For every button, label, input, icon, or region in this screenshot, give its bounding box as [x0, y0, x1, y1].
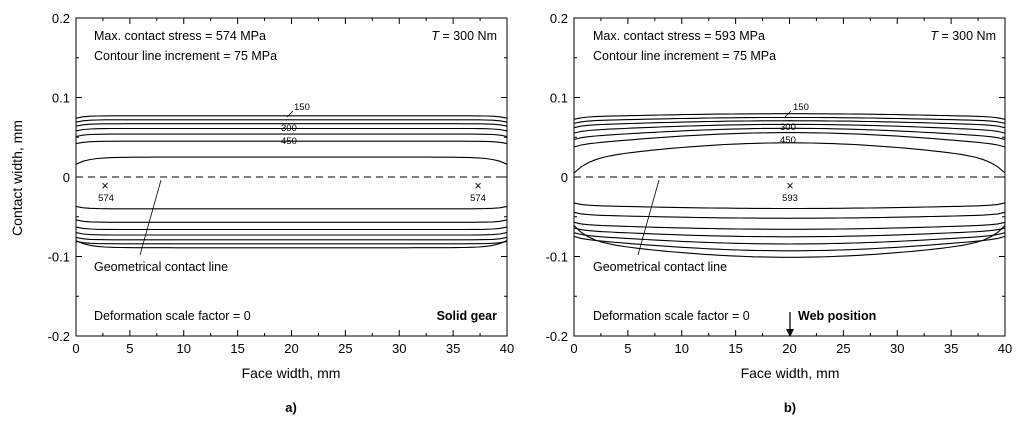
panel-b-web-position: Web position [798, 309, 876, 323]
panel-b-geometry-label: Geometrical contact line [593, 260, 727, 274]
panel-a-contour-lower [75, 240, 508, 249]
panel-a-chart: Contact width, mm 0 5 10 15 20 25 30 35 40 0.2 0.1… [9, 11, 514, 415]
panel-b-contour-lower [573, 211, 1006, 219]
panel-a-leader-150 [286, 110, 294, 118]
panel-a-contour-label-300: 300 [281, 123, 297, 134]
panel-a-max-marker-right-x: × [474, 179, 481, 193]
panel-a-contour-upper [75, 115, 508, 119]
panel-b-contour-lower [573, 225, 1006, 258]
panel-b-contour-lower [573, 235, 1006, 252]
panel-b-y-tick-label: -0.1 [546, 250, 568, 265]
panel-b-max-stress: Max. contact stress = 593 MPa [593, 29, 765, 43]
panel-b-web-arrow [786, 312, 794, 337]
panel-a-contour-upper [75, 127, 508, 132]
panel-b-x-tick-label: 35 [944, 341, 958, 356]
panel-b-contour-lower [573, 221, 1006, 230]
panel-b-x-tick-label: 30 [890, 341, 904, 356]
panel-a-x-tick-label: 40 [500, 341, 514, 356]
panel-b-x-tick-label: 10 [675, 341, 689, 356]
panel-a-x-tick-label: 10 [177, 341, 191, 356]
panel-b-y-tick-label: -0.2 [546, 329, 568, 344]
panel-b-x-tick-label: 20 [782, 341, 796, 356]
panel-a-x-tick-label: 15 [230, 341, 244, 356]
panel-b-x-tick-label: 5 [624, 341, 631, 356]
panel-a-max-marker-right: × 574 [470, 179, 486, 204]
panel-b-contour-lower [573, 232, 1006, 245]
panel-a-x-axis-title: Face width, mm [242, 365, 341, 381]
panel-b-contour-upper [573, 142, 1006, 174]
panel-a-y-tick-label: -0.1 [48, 250, 70, 265]
panel-a-x-tick-label: 5 [126, 341, 133, 356]
panel-a-label: a) [285, 400, 297, 415]
panel-a-y-tick-label: -0.2 [48, 329, 70, 344]
panel-a-y-tick-label: 0.2 [52, 11, 70, 26]
panel-b-y-tick-label: 0 [561, 170, 568, 185]
panel-b-geometry-leader [637, 179, 660, 256]
panel-a-torque: T = 300 Nm [431, 29, 497, 43]
panel-b-leader-150 [784, 110, 792, 118]
panel-b-x-axis-title: Face width, mm [741, 365, 840, 381]
panel-a-contour-label-150: 150 [294, 102, 310, 113]
panel-a-y-tick-label: 0.1 [52, 91, 70, 106]
panel-b-contour-label-450: 450 [780, 135, 796, 146]
panel-a-y-tick-label: 0 [63, 170, 70, 185]
panel-a-contours [75, 115, 508, 249]
panel-b-x-tick-label: 25 [836, 341, 850, 356]
panel-b-x-tick-label: 40 [998, 341, 1012, 356]
panel-a-increment: Contour line increment = 75 MPa [94, 49, 277, 63]
panel-a-contour-lower [75, 232, 508, 236]
panel-b-contour-upper [573, 113, 1006, 120]
panel-a-contour-lower [75, 219, 508, 223]
panel-b-deformation: Deformation scale factor = 0 [593, 309, 750, 323]
panel-b-label: b) [784, 400, 796, 415]
panel-b-contour-upper [573, 120, 1006, 129]
y-axis-title: Contact width, mm [9, 120, 25, 236]
panel-b-torque: T = 300 Nm [930, 29, 996, 43]
panel-a-max-marker-left: × 574 [98, 179, 114, 204]
panel-b-contour-label-300: 300 [780, 122, 796, 133]
panel-a-geometry-label: Geometrical contact line [94, 260, 228, 274]
panel-a-max-label-right: 574 [470, 193, 486, 204]
panel-b-y-tick-label: 0.1 [550, 91, 568, 106]
panel-a-x-tick-label: 30 [392, 341, 406, 356]
panel-b-contour-label-150: 150 [793, 102, 809, 113]
panel-a-max-stress: Max. contact stress = 574 MPa [94, 29, 266, 43]
panel-b-increment: Contour line increment = 75 MPa [593, 49, 776, 63]
panel-a-x-tick-label: 0 [72, 341, 79, 356]
panel-b-x-tick-label: 15 [728, 341, 742, 356]
panel-a-geometry-leader [139, 179, 162, 256]
panel-a-x-tick-label: 20 [284, 341, 298, 356]
panel-a-contour-upper [75, 119, 508, 123]
panel-a-contour-upper [75, 133, 508, 138]
panel-a-contour-lower [75, 205, 508, 210]
panel-b-chart: 0 5 10 15 20 25 30 35 40 0.2 0.1 0 -0.1 -0.2 Max. con… [546, 11, 1013, 415]
panel-a-contour-label-450: 450 [281, 136, 297, 147]
panel-b-x-tick-label: 0 [570, 341, 577, 356]
panel-a-ticks: 0 5 10 15 20 25 30 35 40 0.2 0.1 0 -0.1 -0.2 [48, 11, 515, 356]
panel-a-contour-upper [75, 140, 508, 145]
panel-b-contour-upper [573, 116, 1006, 124]
panel-b-web-arrow-head [786, 329, 794, 337]
panel-a-contour-lower [75, 236, 508, 241]
panel-a-max-label-left: 574 [98, 193, 114, 204]
panel-b-max-marker: × 593 [782, 179, 798, 204]
panel-a-deformation: Deformation scale factor = 0 [94, 309, 251, 323]
panel-b-y-tick-label: 0.2 [550, 11, 568, 26]
panel-a-contour-upper [75, 156, 508, 165]
panel-b-contour-lower [573, 202, 1006, 210]
panel-a-max-marker-left-x: × [101, 179, 108, 193]
panel-b-max-marker-x: × [786, 179, 793, 193]
panel-a-x-tick-label: 25 [338, 341, 352, 356]
panel-a-contour-upper [75, 123, 508, 127]
panel-b-contour-lower [573, 227, 1006, 238]
panel-a-x-tick-label: 35 [446, 341, 460, 356]
panel-a-gear-type: Solid gear [437, 309, 498, 323]
panel-b-contour-upper [573, 132, 1006, 148]
panel-a-contour-lower [75, 226, 508, 231]
panel-b-contour-upper [573, 127, 1006, 141]
panel-a-contour-lower [75, 240, 508, 245]
panel-b-contour-upper [573, 123, 1006, 134]
panel-b-max-label: 593 [782, 193, 798, 204]
